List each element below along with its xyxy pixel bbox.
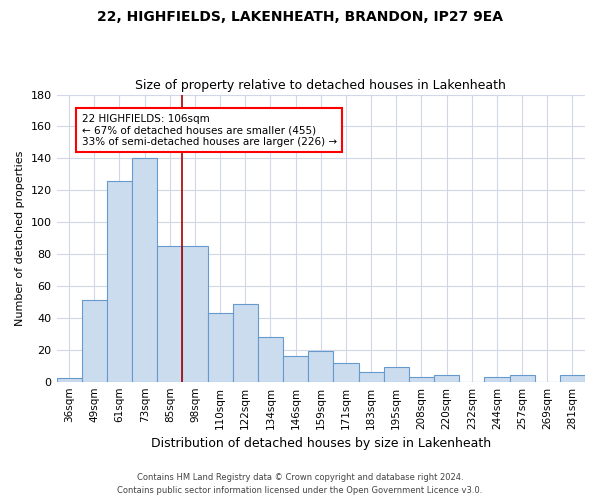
Bar bbox=[258, 337, 283, 382]
Bar bbox=[308, 352, 334, 382]
X-axis label: Distribution of detached houses by size in Lakenheath: Distribution of detached houses by size … bbox=[151, 437, 491, 450]
Bar bbox=[383, 368, 409, 382]
Bar bbox=[107, 180, 132, 382]
Text: 22 HIGHFIELDS: 106sqm
← 67% of detached houses are smaller (455)
33% of semi-det: 22 HIGHFIELDS: 106sqm ← 67% of detached … bbox=[82, 114, 337, 147]
Bar bbox=[157, 246, 182, 382]
Bar bbox=[56, 378, 82, 382]
Bar bbox=[484, 377, 509, 382]
Bar bbox=[509, 376, 535, 382]
Bar bbox=[334, 362, 359, 382]
Bar bbox=[182, 246, 208, 382]
Text: 22, HIGHFIELDS, LAKENHEATH, BRANDON, IP27 9EA: 22, HIGHFIELDS, LAKENHEATH, BRANDON, IP2… bbox=[97, 10, 503, 24]
Bar bbox=[233, 304, 258, 382]
Bar bbox=[283, 356, 308, 382]
Text: Contains HM Land Registry data © Crown copyright and database right 2024.
Contai: Contains HM Land Registry data © Crown c… bbox=[118, 474, 482, 495]
Bar bbox=[409, 377, 434, 382]
Bar bbox=[82, 300, 107, 382]
Bar bbox=[434, 376, 459, 382]
Bar bbox=[359, 372, 383, 382]
Bar bbox=[208, 313, 233, 382]
Y-axis label: Number of detached properties: Number of detached properties bbox=[15, 150, 25, 326]
Title: Size of property relative to detached houses in Lakenheath: Size of property relative to detached ho… bbox=[136, 79, 506, 92]
Bar bbox=[132, 158, 157, 382]
Bar bbox=[560, 376, 585, 382]
